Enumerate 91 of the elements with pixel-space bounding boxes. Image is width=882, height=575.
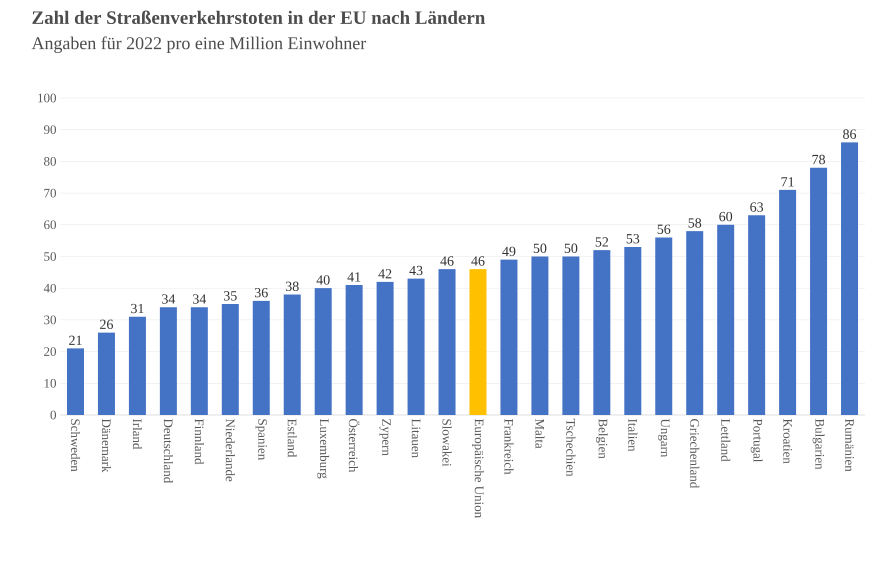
y-tick-label: 90 [44,125,56,134]
chart-title: Zahl der Straßenverkehrstoten in der EU nach Ländern [32,10,486,24]
bar [128,316,146,415]
y-tick-label: 60 [44,220,56,230]
data-label: 60 [719,212,732,222]
y-tick-label: 40 [44,284,56,293]
x-tick-label: Deutschland [164,418,173,484]
data-label: 21 [69,336,82,345]
bar [252,300,270,415]
bar [222,304,239,415]
x-tick-label: Österreich [348,419,360,472]
x-tick-label: Ungarn [658,418,670,458]
x-tick-label: Spanien [256,419,267,460]
data-label: 26 [100,320,114,330]
bar [500,260,518,415]
x-tick-label: Belgien [596,418,608,459]
x-tick-label: Italien [628,418,638,452]
y-tick-label: 0 [50,410,56,420]
bar [408,278,425,415]
data-label: 56 [658,224,670,234]
bar [655,237,672,415]
x-tick-label: Finnland [194,418,204,464]
data-label: 50 [564,244,578,253]
x-tick-label: Bulgarien [812,418,824,470]
y-tick-label: 30 [44,316,56,324]
data-label: 86 [843,129,856,139]
x-tick-label: Rumänien [845,418,854,472]
data-label: 46 [471,256,485,266]
data-label: 31 [131,304,144,314]
x-tick-label: Lettland [721,418,730,462]
bar [686,231,704,415]
bar [376,282,394,415]
data-label: 71 [782,177,794,186]
bar [562,256,580,415]
data-label: 35 [224,291,237,301]
y-tick-label: 20 [44,347,56,356]
bar [624,246,642,415]
bar [98,332,115,415]
bar [314,288,332,415]
data-label: 49 [502,246,516,256]
x-tick-label: Slowakei [442,419,452,466]
y-tick-label: 100 [38,94,56,102]
x-tick-label: Irland [132,418,142,450]
x-tick-label: Griechenland [690,419,700,488]
bar [284,294,301,415]
data-label: 58 [688,218,702,228]
x-tick-label: Zypern [379,419,391,456]
bar [531,256,548,415]
x-tick-label: Schweden [70,419,80,472]
data-label: 78 [812,154,826,164]
y-tick-label: 70 [44,188,56,198]
y-tick-label: 80 [44,157,56,166]
data-label: 41 [347,272,360,282]
y-tick-label: 50 [44,252,56,261]
x-tick-label: Tschechien [566,418,576,476]
bar [190,307,208,415]
x-tick-label: Frankreich [504,418,514,474]
x-tick-label: Malta [535,418,544,449]
data-label: 40 [316,275,330,285]
data-label: 50 [534,244,546,253]
bar [160,307,177,415]
data-label: 34 [162,294,176,304]
bar [66,348,84,415]
bar [469,269,486,415]
x-tick-label: Portugal [750,418,763,462]
x-tick-label: Estland [288,418,297,458]
bar [438,269,456,415]
data-label: 63 [750,202,764,212]
chart-subtitle: Angaben für 2022 pro eine Million Einwohner [32,36,366,54]
data-label: 46 [440,256,454,266]
y-tick-label: 10 [44,378,56,388]
data-label: 52 [596,237,608,247]
data-label: 36 [254,288,268,298]
bar [748,215,766,415]
data-label: 53 [626,234,640,244]
bar [593,250,610,415]
x-tick-label: Niederlande [226,418,235,482]
bar [841,142,858,415]
data-label: 34 [193,294,206,304]
x-tick-label: Dänemark [102,418,112,472]
data-label: 38 [286,282,299,292]
data-label: 42 [378,269,392,278]
bar [346,285,363,415]
bar [717,224,734,415]
bar [810,168,828,415]
x-tick-label: Luxemburg [317,418,330,478]
x-tick-label: Kroatien [783,418,792,464]
x-tick-label: Europäische Union [472,418,484,518]
x-tick-label: Litauen [412,418,420,458]
data-label: 43 [409,266,423,276]
bar [779,190,796,415]
